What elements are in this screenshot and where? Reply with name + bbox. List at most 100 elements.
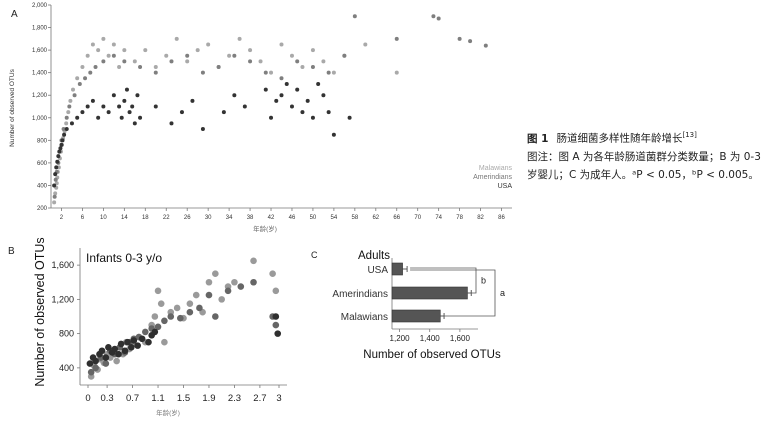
panel-a-point-usa [135, 93, 140, 98]
panel-b-point-malawians [250, 257, 257, 265]
panel-b-point-amerindians [196, 304, 203, 312]
panel-a-point-usa [119, 115, 124, 120]
panel-b-point-usa [127, 344, 135, 351]
panel-a-point-usa [75, 115, 80, 120]
panel-a-point-malawians [101, 36, 106, 41]
panel-a-point-usa [62, 132, 67, 137]
panel-a-point-malawians [68, 98, 73, 103]
panel-a-point-amerindians [232, 53, 237, 58]
panel-b-point-amerindians [92, 364, 99, 372]
panel-b-point-usa [117, 340, 125, 348]
panel-a-point-amerindians [342, 53, 347, 58]
panel-a-point-amerindians [216, 65, 221, 70]
panel-b-title: Infants 0-3 y/o [86, 251, 162, 265]
panel-b-x-axis-title: 年龄(岁) [156, 408, 180, 417]
panel-b-point-amerindians [186, 308, 194, 316]
panel-a-point-usa [279, 93, 284, 98]
panel-a-y-tick-label: 200 [37, 206, 48, 212]
panel-b-x-tick-label: 1.9 [202, 393, 215, 404]
panel-a-point-usa [200, 127, 205, 132]
panel-a-x-tick-label: 86 [498, 215, 505, 221]
panel-b-point-usa [102, 354, 110, 361]
panel-a-point-usa [59, 142, 64, 147]
panel-a-point-malawians [289, 53, 294, 58]
panel-a-point-usa [53, 172, 58, 177]
panel-a-x-tick-label: 82 [477, 215, 484, 221]
panel-a-point-amerindians [352, 14, 357, 19]
panel-b-point-amerindians [224, 287, 232, 295]
panel-b-point-malawians [161, 338, 168, 346]
panel-a-point-amerindians [153, 70, 158, 75]
panel-b-point-amerindians [161, 317, 168, 325]
panel-b-point-usa [274, 330, 282, 337]
panel-b-point-amerindians [154, 323, 162, 331]
panel-b-point-usa [115, 350, 122, 358]
panel-a-point-amerindians [326, 70, 331, 75]
panel-b-x-tick-label: 0.7 [126, 393, 139, 404]
panel-b-point-usa [124, 338, 131, 346]
panel-a-point-amerindians [169, 59, 174, 64]
panel-b-x-tick-label: 3 [276, 393, 281, 404]
panel-a-point-usa [80, 110, 85, 115]
caption-reference: [13] [682, 131, 697, 139]
panel-a-point-malawians [310, 48, 315, 53]
panel-c: C Adults Number of observed OTUs 1,200 1,… [311, 250, 505, 361]
panel-b-point-usa [145, 338, 152, 346]
panel-a-point-malawians [132, 59, 137, 64]
panel-a-point-usa [232, 93, 237, 98]
panel-c-x-tick-label: 1,600 [450, 334, 471, 343]
panel-b-point-usa [92, 357, 99, 365]
panel-a-point-usa [101, 104, 106, 109]
panel-a-point-amerindians [52, 194, 57, 199]
panel-a-point-malawians [258, 59, 263, 64]
panel-a-point-amerindians [436, 16, 441, 21]
panel-a-point-usa [58, 146, 63, 151]
panel-b-point-malawians [272, 287, 280, 295]
panel-a-x-tick-label: 66 [393, 215, 400, 221]
panel-a-point-malawians [122, 48, 127, 53]
panel-a-point-usa [55, 159, 60, 164]
panel-a-point-malawians [164, 53, 169, 58]
panel-a-legend-amerindians: Amerindians [473, 174, 512, 181]
panel-a-point-amerindians [122, 59, 127, 64]
panel-b-point-malawians [192, 291, 200, 299]
panel-b-x-tick-label: 1.1 [151, 393, 164, 404]
panel-a-point-malawians [321, 59, 326, 64]
panel-a-x-tick-label: 2 [60, 215, 64, 221]
panel-a-x-tick-label: 22 [163, 215, 170, 221]
panel-a-x-tick-label: 58 [351, 215, 358, 221]
panel-b-x-tick-label: 0 [85, 393, 90, 404]
panel-b-y-tick-label: 800 [59, 329, 74, 339]
panel-a-point-malawians [80, 65, 85, 70]
panel-b-point-malawians [231, 278, 238, 286]
panel-a-point-usa [269, 115, 274, 120]
panel-b-point-malawians [154, 287, 162, 295]
panel-a-point-amerindians [93, 65, 98, 70]
panel-a-point-amerindians [88, 70, 93, 75]
panel-b-x-tick-label: 2.7 [253, 393, 266, 404]
panel-b-point-amerindians [102, 360, 110, 367]
panel-c-x-tick-label: 1,400 [420, 334, 441, 343]
panel-a-y-tick-label: 400 [37, 183, 48, 189]
panel-a-point-amerindians [111, 53, 116, 58]
panel-a-x-axis-title: 年龄(岁) [253, 224, 277, 233]
panel-a-point-usa [284, 81, 289, 86]
panel-b-point-amerindians [167, 313, 175, 320]
panel-a-point-malawians [227, 53, 232, 58]
panel-a-x-tick-label: 10 [100, 215, 107, 221]
panel-b-point-malawians [173, 304, 181, 312]
panel-a-point-malawians [53, 191, 58, 196]
panel-a-point-amerindians [101, 59, 106, 64]
panel-a-point-usa [96, 115, 101, 120]
panel-a-point-malawians [143, 48, 148, 53]
panel-a-point-malawians [279, 42, 284, 47]
panel-a-x-tick-label: 46 [289, 215, 296, 221]
panel-a-point-amerindians [295, 59, 300, 64]
panel-b-point-usa [111, 345, 119, 353]
panel-b-y-tick-label: 400 [59, 363, 74, 373]
panel-a-point-usa [52, 183, 57, 188]
panel-b-point-malawians [151, 313, 159, 320]
panel-a-point-usa [316, 81, 321, 86]
panel-a-point-usa [56, 154, 61, 159]
panel-a-point-amerindians [263, 70, 268, 75]
